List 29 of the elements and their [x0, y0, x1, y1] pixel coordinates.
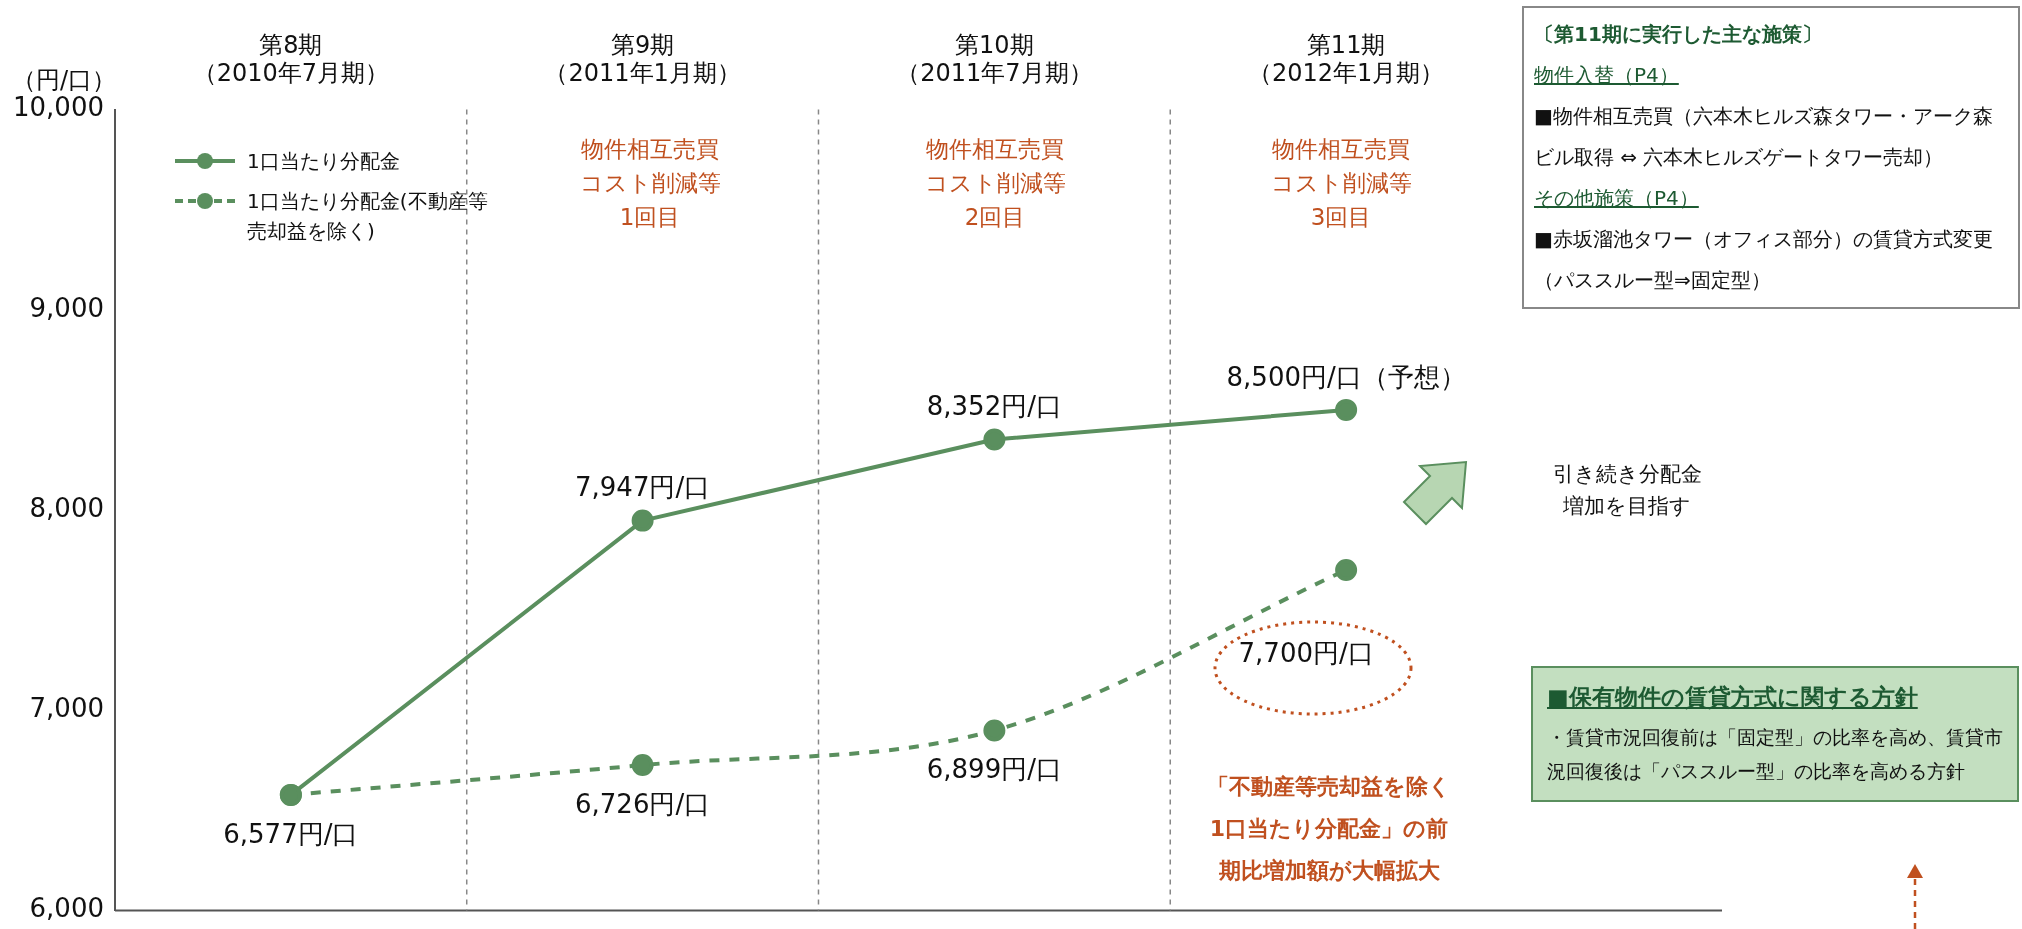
annotation: 物件相互売買コスト削減等2回目	[923, 135, 1067, 232]
data-label: 8,500円/口（予想）	[1226, 361, 1466, 392]
legend-label: 1口当たり分配金(不動産等売却益を除く)	[247, 188, 489, 245]
annotation: ■赤坂溜池タワー（オフィス部分）の賃貸方式変更（パススルー型⇒固定型）	[1534, 226, 1994, 294]
annotation: その他施策（P4）	[1534, 185, 1700, 212]
y-tick-label: 7,000	[29, 692, 104, 723]
text-panel: 〔第11期に実行した主な施策〕 物件入替（P4） ■物件相互売買（六本木ヒルズ森タワー・アーク森ビル取得 ⇔ 六本木ヒルズゲートタワー売却） その他施策（P4） ■赤坂溜池タワー（オフィス部分）の賃貸方式変更（パススルー型⇒固定型）	[1522, 6, 2020, 309]
data-label: 7,947円/口	[575, 472, 711, 503]
annotation: ■保有物件の賃貸方式に関する方針	[1547, 683, 1919, 712]
y-tick-label: 8,000	[29, 492, 104, 523]
data-label: 7,700円/口	[1238, 637, 1374, 668]
annotation: ・賃貸市況回復前は「固定型」の比率を高め、賃貸市況回復後は「パススルー型」の比率を高める方針	[1547, 725, 2003, 784]
y-tick-label: 6,000	[29, 893, 104, 924]
annotation: ■物件相互売買（六本木ヒルズ森タワー・アーク森ビル取得 ⇔ 六本木ヒルズゲートタワー売却）	[1534, 103, 1994, 171]
annotation: 物件相互売買コスト削減等3回目	[1269, 135, 1413, 232]
data-label: 6,726円/口	[575, 788, 711, 819]
x-tick-label: 第11期（2012年1月期）	[1247, 30, 1445, 88]
x-tick-label: 第10期（2011年7月期）	[896, 30, 1093, 88]
y-tick-label: 9,000	[29, 292, 104, 323]
text-panel: ■保有物件の賃貸方式に関する方針 ・賃貸市況回復前は「固定型」の比率を高め、賃貸市況回復後は「パススルー型」の比率を高める方針	[1531, 666, 2019, 802]
annotation: 「不動産等売却益を除く1口当たり分配金」の前期比増加額が大幅拡大	[1206, 773, 1452, 885]
data-label: 6,577円/口	[223, 818, 359, 849]
annotation: 引き続き分配金増加を目指す	[1551, 461, 1703, 520]
annotation: 物件相互売買コスト削減等1回目	[578, 135, 722, 232]
x-tick-label: 第8期（2010年7月期）	[192, 30, 390, 88]
data-label: 8,352円/口	[926, 391, 1062, 422]
data-label: 6,899円/口	[926, 754, 1062, 785]
legend-label: 1口当たり分配金	[247, 148, 401, 175]
x-tick-label: 第9期（2011年1月期）	[544, 30, 741, 88]
